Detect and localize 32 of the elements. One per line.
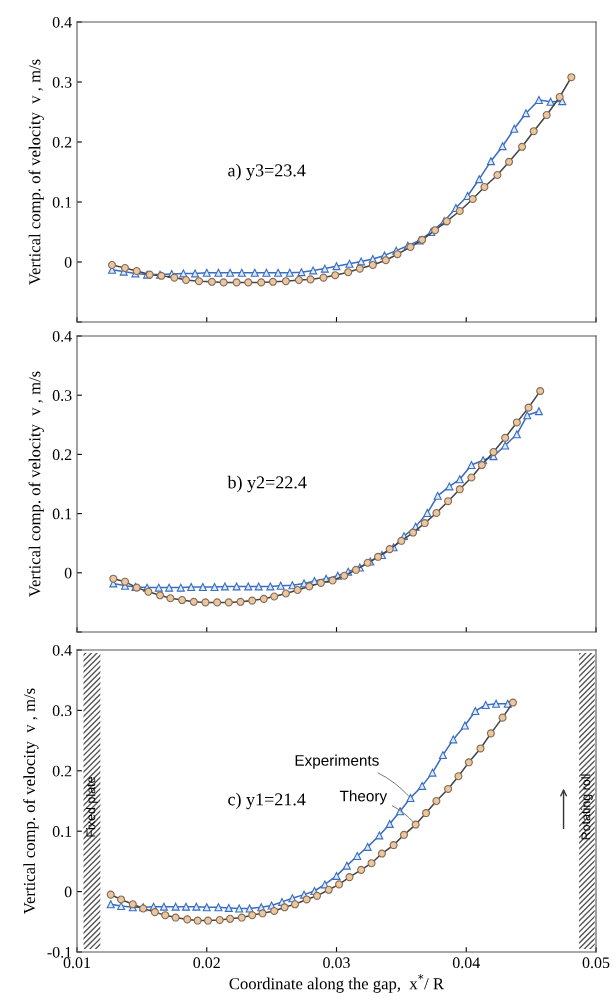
y-tick-label: 0.3 <box>52 76 72 88</box>
y-tick-label: 0.2 <box>52 449 72 461</box>
y-tick-label: 0.3 <box>52 390 72 401</box>
y-tick-label: 0.1 <box>52 826 72 837</box>
x-tick-label: 0.05 <box>582 957 610 969</box>
text: Experiments <box>295 754 379 769</box>
y-tick-label: 0 <box>64 886 72 898</box>
x-tick-label: 0.01 <box>63 957 91 969</box>
y-tick-label: 0.2 <box>52 765 72 777</box>
annotation: c) y1=21.4 <box>228 792 306 810</box>
band-label: Rotating roll <box>581 774 593 840</box>
y-tick-label: 0.1 <box>52 196 72 208</box>
y-tick-label: 0.2 <box>52 136 72 148</box>
annotation: b) y2=22.4 <box>227 475 307 493</box>
y-axis-title: Vertical comp. of velocity v , m/s <box>28 59 44 285</box>
band-label: Fixed plate <box>86 777 98 837</box>
y-tick-label: 0 <box>64 567 72 579</box>
y-tick-label: 0.4 <box>52 16 72 28</box>
y-tick-label: 0 <box>64 256 72 268</box>
annotation: a) y3=23.4 <box>228 163 306 181</box>
x-tick-label: 0.02 <box>193 957 220 969</box>
x-tick-label: 0.03 <box>323 957 350 969</box>
x-tick-label: 0.04 <box>452 957 480 969</box>
y-tick-label: 0.4 <box>52 644 72 656</box>
y-tick-label: 0.4 <box>52 330 72 342</box>
text: Theory <box>339 790 388 805</box>
y-tick-label: -0.1 <box>47 946 72 958</box>
x-axis-title: Coordinate along the gap, x$^{*}$/ R <box>229 974 445 993</box>
y-axis-title: Vertical comp. of velocity v , m/s <box>23 688 39 914</box>
y-axis-title: Vertical comp. of velocity v , m/s <box>28 371 44 597</box>
y-tick-label: 0.3 <box>52 705 72 717</box>
y-tick-label: 0.1 <box>52 508 72 520</box>
